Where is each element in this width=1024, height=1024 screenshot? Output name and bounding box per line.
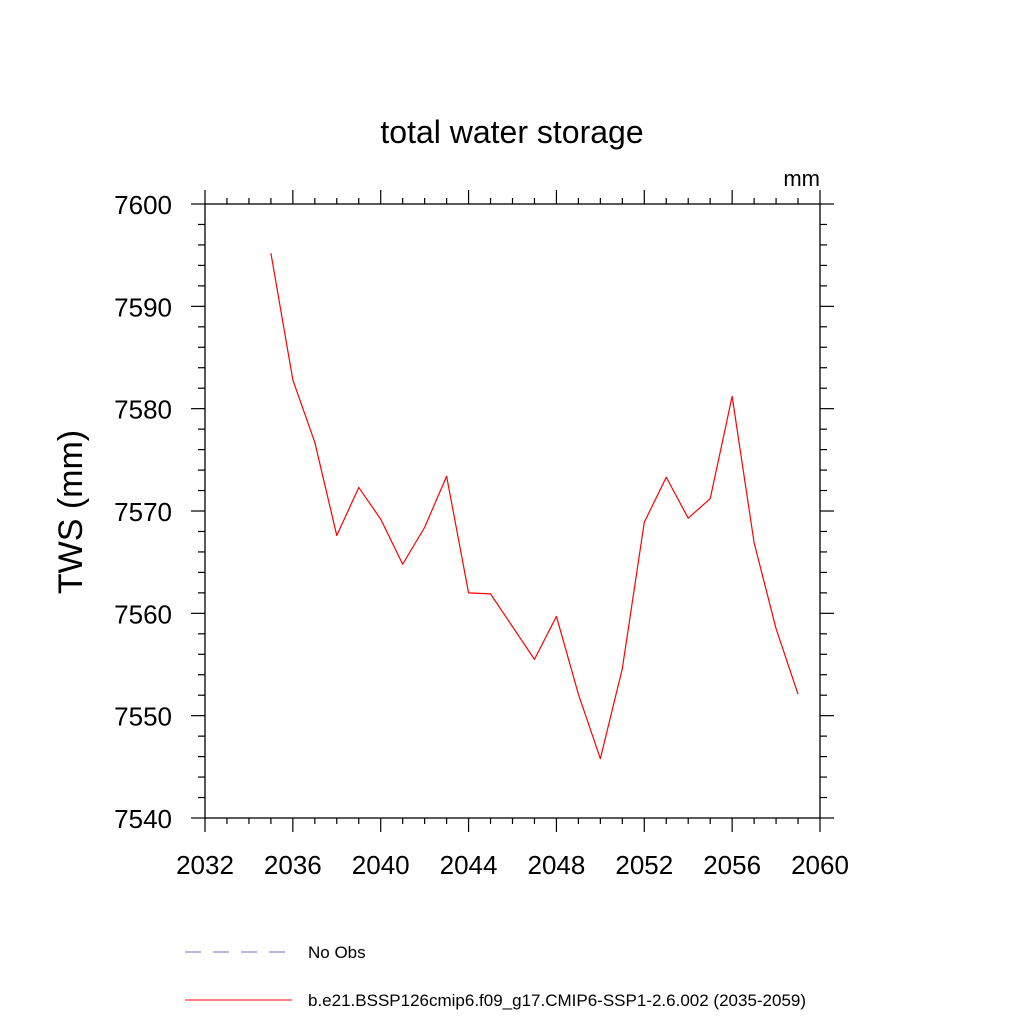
x-tick-label: 2056 bbox=[703, 850, 761, 880]
y-tick-label: 7580 bbox=[114, 395, 172, 425]
units-label: mm bbox=[783, 166, 820, 191]
legend: No Obs b.e21.BSSP126cmip6.f09_g17.CMIP6-S… bbox=[185, 943, 806, 1010]
y-tick-label: 7590 bbox=[114, 292, 172, 322]
x-tick-label: 2052 bbox=[615, 850, 673, 880]
x-tick-label: 2044 bbox=[440, 850, 498, 880]
legend-label: b.e21.BSSP126cmip6.f09_g17.CMIP6-SSP1-2.… bbox=[308, 991, 806, 1010]
axis-ticks bbox=[191, 190, 834, 832]
legend-label: No Obs bbox=[308, 943, 366, 962]
axis-tick-labels: 2032 2036 2040 2044 2048 2052 2056 2060 7540 7550… bbox=[114, 190, 849, 880]
series-line bbox=[270, 253, 799, 760]
x-tick-label: 2048 bbox=[528, 850, 586, 880]
y-axis-label: TWS (mm) bbox=[52, 430, 90, 594]
chart-title: total water storage bbox=[380, 114, 643, 150]
x-tick-label: 2040 bbox=[352, 850, 410, 880]
plot-frame bbox=[204, 203, 821, 819]
x-tick-label: 2036 bbox=[264, 850, 322, 880]
x-tick-label: 2060 bbox=[791, 850, 849, 880]
series-layer bbox=[270, 253, 799, 760]
x-tick-label: 2032 bbox=[176, 850, 234, 880]
y-tick-label: 7560 bbox=[114, 599, 172, 629]
y-tick-label: 7570 bbox=[114, 497, 172, 527]
y-tick-label: 7540 bbox=[114, 804, 172, 834]
y-tick-label: 7550 bbox=[114, 702, 172, 732]
y-tick-label: 7600 bbox=[114, 190, 172, 220]
